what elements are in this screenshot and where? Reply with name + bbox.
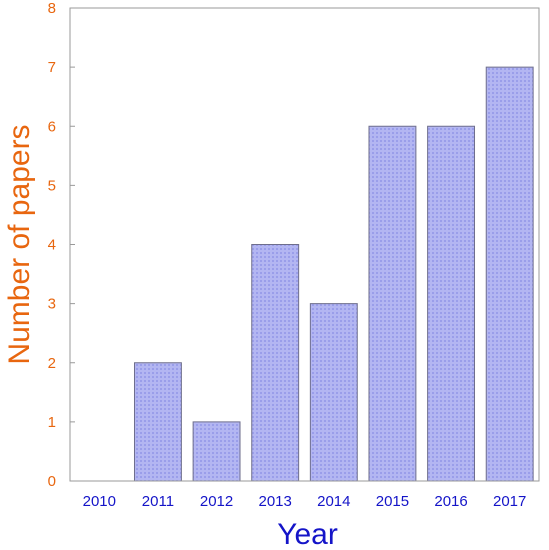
- x-tick-label: 2017: [493, 493, 526, 510]
- y-axis-title: Number of papers: [3, 124, 36, 364]
- bar-2012: [192, 421, 241, 482]
- y-tick-label: 1: [48, 414, 56, 431]
- bars-layer: [133, 66, 534, 482]
- bar-2011: [133, 362, 182, 482]
- bar-2013: [251, 244, 300, 482]
- x-tick-label: 2014: [317, 493, 350, 510]
- y-tick-label: 8: [48, 0, 56, 17]
- y-tick-label: 4: [48, 237, 56, 254]
- bar-2016: [427, 125, 476, 482]
- y-axis-ticks: 0 1 2 3 4 5 6 7 8: [48, 0, 75, 490]
- x-tick-label: 2011: [142, 493, 174, 510]
- x-tick-label: 2015: [376, 493, 409, 510]
- bar-2015: [368, 125, 417, 482]
- x-tick-label: 2016: [434, 493, 467, 510]
- y-tick-label: 3: [48, 296, 56, 313]
- x-tick-label: 2010: [83, 493, 116, 510]
- x-axis-ticks: 2010 2011 2012 2013 2014 2015 2016 2017: [83, 493, 527, 510]
- x-axis-title: Year: [277, 518, 338, 550]
- bar-2017: [485, 66, 534, 482]
- y-tick-label: 2: [48, 355, 56, 372]
- y-tick-label: 0: [48, 473, 56, 490]
- x-tick-label: 2012: [200, 493, 233, 510]
- x-tick-label: 2013: [259, 493, 292, 510]
- y-tick-label: 5: [48, 177, 56, 194]
- bar-2014: [309, 303, 358, 482]
- y-tick-label: 6: [48, 118, 56, 135]
- y-tick-label: 7: [48, 59, 56, 76]
